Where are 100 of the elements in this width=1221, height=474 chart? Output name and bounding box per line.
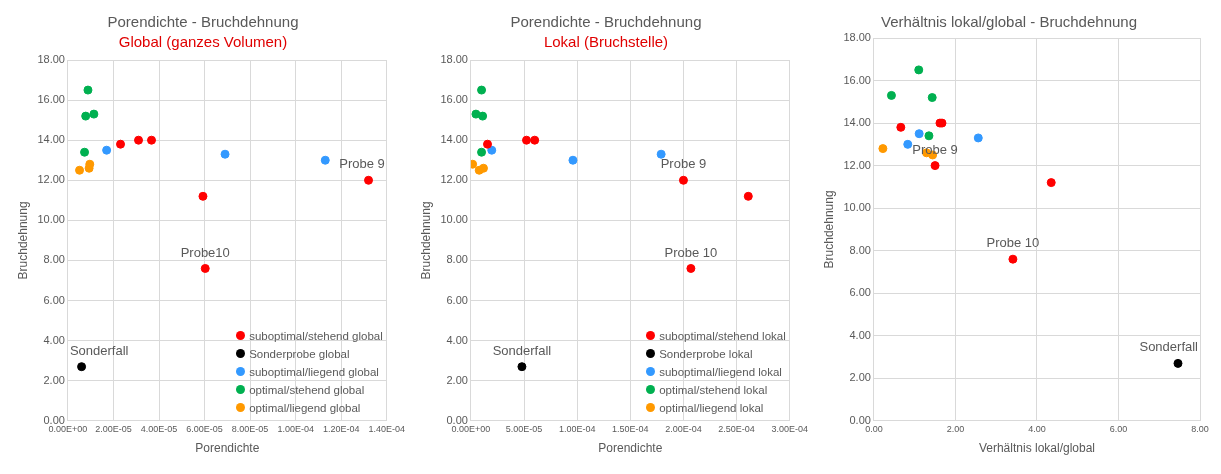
point — [886, 90, 896, 100]
y-tick-label: 12.00 — [843, 158, 871, 171]
point — [522, 135, 532, 145]
annotation: Probe 10 — [664, 244, 718, 260]
x-tick-label: 1.50E-04 — [612, 423, 649, 434]
chart-subtitle: Lokal (Bruchstelle) — [543, 33, 669, 51]
x-tick-label: 8.00E-05 — [231, 423, 269, 434]
point — [478, 163, 488, 173]
y-tick-label: 6.00 — [43, 293, 65, 306]
y-tick-label: 4.00 — [446, 333, 468, 346]
x-tick-label: 1.00E-04 — [558, 423, 596, 434]
y-tick-label: 4.00 — [849, 328, 871, 341]
point — [1046, 178, 1056, 188]
y-tick-label: 12.00 — [37, 173, 65, 186]
x-axis-title: Verhältnis lokal/global — [978, 441, 1095, 456]
point — [568, 155, 578, 165]
y-tick-label: 8.00 — [43, 253, 65, 266]
legend-label: suboptimal/stehend global — [249, 328, 383, 344]
point — [477, 85, 487, 95]
point — [483, 139, 493, 149]
annotation: Probe 9 — [912, 141, 958, 157]
annotation: Sonderfall — [69, 342, 129, 358]
x-tick-label: 2.00 — [946, 423, 965, 434]
point — [924, 131, 934, 141]
point — [914, 129, 924, 139]
point — [83, 85, 93, 95]
point — [930, 161, 940, 171]
point — [320, 155, 330, 165]
x-tick-label: 0.00E+00 — [451, 423, 491, 434]
chart-title: Verhältnis lokal/global - Bruchdehnung — [880, 13, 1138, 31]
point — [896, 122, 906, 132]
x-tick-label: 5.00E-05 — [505, 423, 543, 434]
chart-title: Porendichte - Bruchdehnung — [510, 13, 702, 31]
point — [1173, 358, 1183, 368]
point — [89, 109, 99, 119]
point — [75, 165, 85, 175]
y-axis-title: Bruchdehnung — [418, 201, 433, 280]
y-tick-label: 0.00 — [446, 413, 468, 426]
point — [478, 111, 488, 121]
x-tick-label: 8.00 — [1191, 423, 1209, 434]
point — [743, 191, 753, 201]
legend-label: suboptimal/stehend lokal — [659, 328, 786, 344]
legend-label: suboptimal/liegend lokal — [659, 364, 782, 380]
point — [656, 149, 666, 159]
x-tick-label: 4.00 — [1028, 423, 1046, 434]
legend-label: optimal/stehend lokal — [659, 382, 768, 398]
y-tick-label: 2.00 — [43, 373, 65, 386]
point — [102, 145, 112, 155]
annotation: Probe 9 — [660, 156, 707, 172]
x-tick-label: 3.00E-04 — [771, 423, 808, 434]
x-tick-label: 2.00E-05 — [95, 423, 132, 434]
point — [678, 175, 688, 185]
point — [220, 149, 230, 159]
x-tick-label: 1.40E-04 — [368, 423, 405, 434]
legend-label: suboptimal/liegend global — [249, 364, 379, 380]
y-tick-label: 10.00 — [440, 213, 468, 226]
y-axis-title: Bruchdehnung — [821, 190, 836, 269]
point — [80, 147, 90, 157]
point — [878, 144, 888, 154]
x-tick-label: 0.00 — [865, 423, 883, 434]
x-tick-label: 0.00E+00 — [48, 423, 88, 434]
x-axis-title: Porendichte — [195, 441, 260, 456]
x-tick-label: 2.50E-04 — [718, 423, 755, 434]
x-tick-label: 4.00E-05 — [140, 423, 178, 434]
y-tick-label: 16.00 — [440, 93, 468, 106]
legend-label: optimal/liegend lokal — [659, 400, 764, 416]
annotation: Probe10 — [180, 244, 230, 260]
y-tick-label: 6.00 — [849, 286, 871, 299]
point — [470, 159, 478, 169]
y-tick-label: 14.00 — [843, 116, 871, 129]
annotation: Sonderfall — [1139, 339, 1199, 355]
x-axis-title: Porendichte — [598, 441, 663, 456]
y-tick-label: 6.00 — [446, 293, 468, 306]
y-tick-label: 0.00 — [43, 413, 65, 426]
x-tick-label: 1.20E-04 — [322, 423, 360, 434]
x-tick-label: 1.00E-04 — [277, 423, 314, 434]
y-tick-label: 16.00 — [37, 93, 65, 106]
point — [517, 362, 527, 372]
y-tick-label: 18.00 — [843, 31, 871, 44]
y-tick-label: 4.00 — [43, 333, 65, 346]
point — [200, 263, 210, 273]
y-tick-label: 14.00 — [440, 133, 468, 146]
annotation: Sonderfall — [492, 342, 552, 358]
point — [903, 139, 913, 149]
point — [77, 362, 87, 372]
y-tick-label: 16.00 — [843, 73, 871, 86]
y-tick-label: 0.00 — [849, 413, 871, 426]
chart-title: Porendichte - Bruchdehnung — [107, 13, 299, 31]
point — [198, 191, 208, 201]
y-tick-label: 18.00 — [37, 53, 65, 66]
point — [364, 175, 374, 185]
point — [927, 93, 937, 103]
legend-label: Sonderprobe global — [249, 346, 350, 362]
point — [134, 135, 144, 145]
point — [147, 135, 156, 145]
legend-label: optimal/stehend global — [249, 382, 365, 398]
y-tick-label: 8.00 — [446, 253, 468, 266]
point — [477, 147, 487, 157]
y-tick-label: 8.00 — [849, 243, 871, 256]
y-tick-label: 2.00 — [849, 371, 871, 384]
